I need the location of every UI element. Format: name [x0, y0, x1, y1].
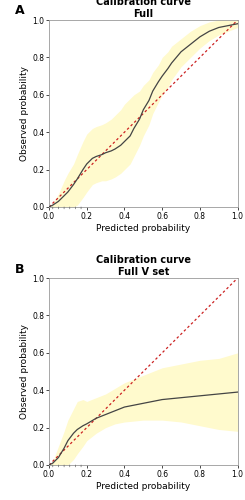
X-axis label: Predicted probability: Predicted probability — [96, 224, 190, 232]
X-axis label: Predicted probability: Predicted probability — [96, 482, 190, 490]
Title: Calibration curve
Full V set: Calibration curve Full V set — [96, 255, 191, 277]
Y-axis label: Observed probability: Observed probability — [20, 66, 29, 161]
Text: A: A — [15, 4, 24, 18]
Y-axis label: Observed probability: Observed probability — [20, 324, 29, 419]
Title: Calibration curve
Full: Calibration curve Full — [96, 0, 191, 19]
Text: B: B — [15, 262, 24, 276]
